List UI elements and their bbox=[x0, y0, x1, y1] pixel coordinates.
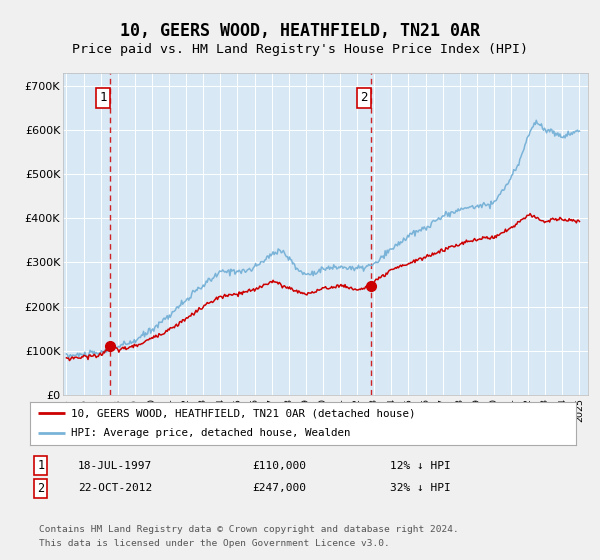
Text: This data is licensed under the Open Government Licence v3.0.: This data is licensed under the Open Gov… bbox=[39, 539, 390, 548]
Text: 10, GEERS WOOD, HEATHFIELD, TN21 0AR (detached house): 10, GEERS WOOD, HEATHFIELD, TN21 0AR (de… bbox=[71, 408, 415, 418]
Text: 10, GEERS WOOD, HEATHFIELD, TN21 0AR: 10, GEERS WOOD, HEATHFIELD, TN21 0AR bbox=[120, 22, 480, 40]
Text: 2: 2 bbox=[37, 482, 44, 495]
Text: 18-JUL-1997: 18-JUL-1997 bbox=[78, 461, 152, 471]
Text: 2: 2 bbox=[361, 91, 368, 105]
Text: Contains HM Land Registry data © Crown copyright and database right 2024.: Contains HM Land Registry data © Crown c… bbox=[39, 525, 459, 534]
Text: HPI: Average price, detached house, Wealden: HPI: Average price, detached house, Weal… bbox=[71, 428, 350, 438]
Text: 12% ↓ HPI: 12% ↓ HPI bbox=[390, 461, 451, 471]
Text: 1: 1 bbox=[37, 459, 44, 473]
Text: 1: 1 bbox=[100, 91, 107, 105]
Text: 22-OCT-2012: 22-OCT-2012 bbox=[78, 483, 152, 493]
Text: 32% ↓ HPI: 32% ↓ HPI bbox=[390, 483, 451, 493]
Text: £110,000: £110,000 bbox=[252, 461, 306, 471]
Text: £247,000: £247,000 bbox=[252, 483, 306, 493]
Text: Price paid vs. HM Land Registry's House Price Index (HPI): Price paid vs. HM Land Registry's House … bbox=[72, 43, 528, 56]
